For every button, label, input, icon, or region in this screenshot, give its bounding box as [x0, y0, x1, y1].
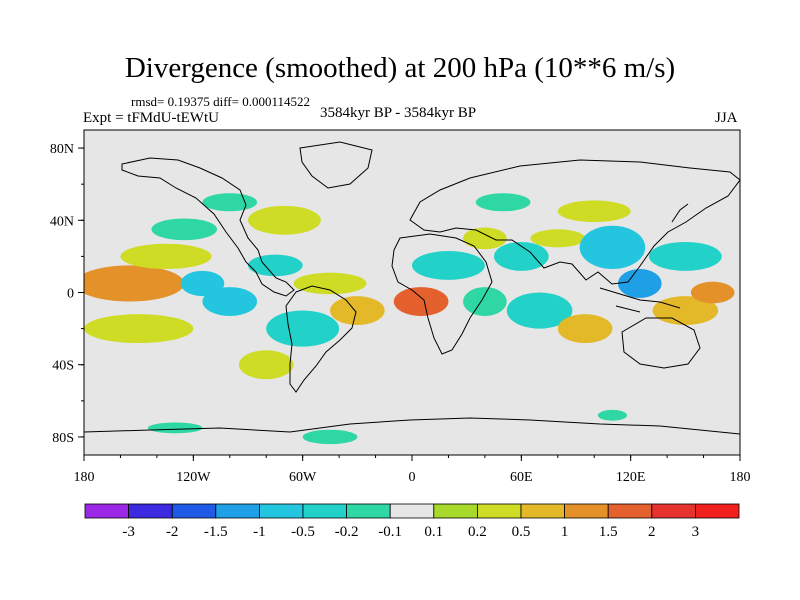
- field-0: [84, 265, 185, 302]
- coast-south-america: [285, 285, 357, 393]
- field-26: [475, 193, 531, 212]
- x-tick-label-3: 0: [409, 470, 416, 485]
- x-tick-label-5: 120E: [616, 470, 646, 485]
- y-tick-label-3: 40S: [52, 359, 74, 374]
- y-tick-label-2: 0: [67, 287, 74, 302]
- field-24: [690, 281, 735, 304]
- colorbar-box-13: [651, 503, 696, 519]
- colorbar-label-3: -1: [253, 524, 266, 540]
- coast-eurasia: [409, 159, 740, 285]
- coast-africa: [391, 233, 493, 355]
- field-27: [202, 193, 258, 212]
- coastlines: [84, 141, 740, 435]
- coast-greenland: [299, 141, 373, 189]
- rmsd-annotation: rmsd= 0.19375 diff= 0.000114522: [131, 94, 310, 109]
- field-3: [180, 270, 225, 297]
- field-2: [84, 314, 194, 344]
- colorbar: -3 -2 -1.5 -1 -0.5 -0.2 -0.1 0.1 0.2 0.5 1 1.5 2 3: [84, 503, 740, 540]
- coast-north-america: [121, 157, 295, 297]
- x-tick-label-2: 60W: [289, 470, 317, 485]
- colorbar-label-13: 3: [692, 524, 700, 540]
- colorbar-label-12: 2: [648, 524, 656, 540]
- coast-japan: [671, 203, 689, 223]
- field-15: [463, 287, 507, 316]
- x-tick-label-6: 180: [730, 470, 751, 485]
- x-tick-label-1: 120W: [176, 470, 211, 485]
- season-label: JJA: [715, 110, 738, 126]
- field-29: [302, 429, 358, 445]
- field-30: [597, 409, 628, 421]
- chart-title: Divergence (smoothed) at 200 hPa (10**6 …: [124, 52, 676, 84]
- colorbar-box-9: [476, 503, 522, 519]
- field-12: [393, 287, 449, 316]
- field-5: [151, 218, 218, 241]
- field-18: [530, 229, 586, 248]
- colorbar-box-3: [215, 503, 260, 519]
- y-tick-label-1: 40N: [50, 214, 74, 229]
- colorbar-label-4: -0.5: [291, 524, 315, 540]
- coast-antarctica: [84, 417, 740, 435]
- colorbar-box-10: [520, 503, 565, 519]
- field-22: [648, 241, 722, 271]
- colorbar-box-5: [302, 503, 347, 519]
- field-8: [293, 272, 367, 295]
- colorbar-box-6: [346, 503, 391, 519]
- x-axis: 180 120W 60W 0 60E 120E 180: [74, 455, 751, 485]
- field-9: [266, 310, 340, 347]
- colorbar-label-10: 1: [561, 524, 569, 540]
- x-tick-label-4: 60E: [510, 470, 533, 485]
- field-11: [330, 296, 385, 325]
- colorbar-label-9: 0.5: [512, 524, 531, 540]
- field-13: [412, 250, 485, 280]
- field-1: [120, 243, 212, 270]
- colorbar-label-7: 0.1: [424, 524, 443, 540]
- y-axis: 80N 40N 0 40S 80S: [50, 142, 84, 446]
- y-tick-label-4: 80S: [52, 431, 74, 446]
- colorbar-box-8: [433, 503, 478, 519]
- colorbar-label-8: 0.2: [468, 524, 487, 540]
- colorbar-box-14: [695, 503, 740, 519]
- divergence-fields: [84, 193, 735, 445]
- field-28: [147, 422, 203, 434]
- colorbar-box-7: [389, 503, 435, 519]
- colorbar-box-2: [171, 503, 217, 519]
- field-21: [617, 269, 662, 298]
- colorbar-label-0: -3: [122, 524, 135, 540]
- field-19: [557, 314, 613, 344]
- period-label: 3584kyr BP - 3584kyr BP: [320, 105, 477, 121]
- coast-australia: [621, 317, 701, 369]
- field-14: [463, 227, 507, 250]
- colorbar-box-1: [128, 503, 173, 519]
- colorbar-box-0: [84, 503, 129, 519]
- field-16: [493, 241, 549, 271]
- coast-indonesia: [599, 287, 681, 313]
- field-10: [238, 350, 294, 380]
- colorbar-box-11: [564, 503, 609, 519]
- x-tick-label-0: 180: [74, 470, 95, 485]
- field-17: [506, 292, 573, 329]
- colorbar-label-6: -0.1: [378, 524, 402, 540]
- field-20: [579, 225, 646, 270]
- colorbar-box-4: [258, 503, 304, 519]
- colorbar-box-12: [607, 503, 653, 519]
- colorbar-label-11: 1.5: [599, 524, 618, 540]
- field-6: [248, 205, 321, 235]
- colorbar-label-2: -1.5: [204, 524, 228, 540]
- experiment-label: Expt = tFMdU-tEWtU: [83, 110, 219, 126]
- colorbar-label-1: -2: [166, 524, 179, 540]
- field-4: [202, 287, 258, 316]
- y-tick-label-0: 80N: [50, 142, 74, 157]
- field-25: [557, 200, 631, 223]
- colorbar-label-5: -0.2: [335, 524, 359, 540]
